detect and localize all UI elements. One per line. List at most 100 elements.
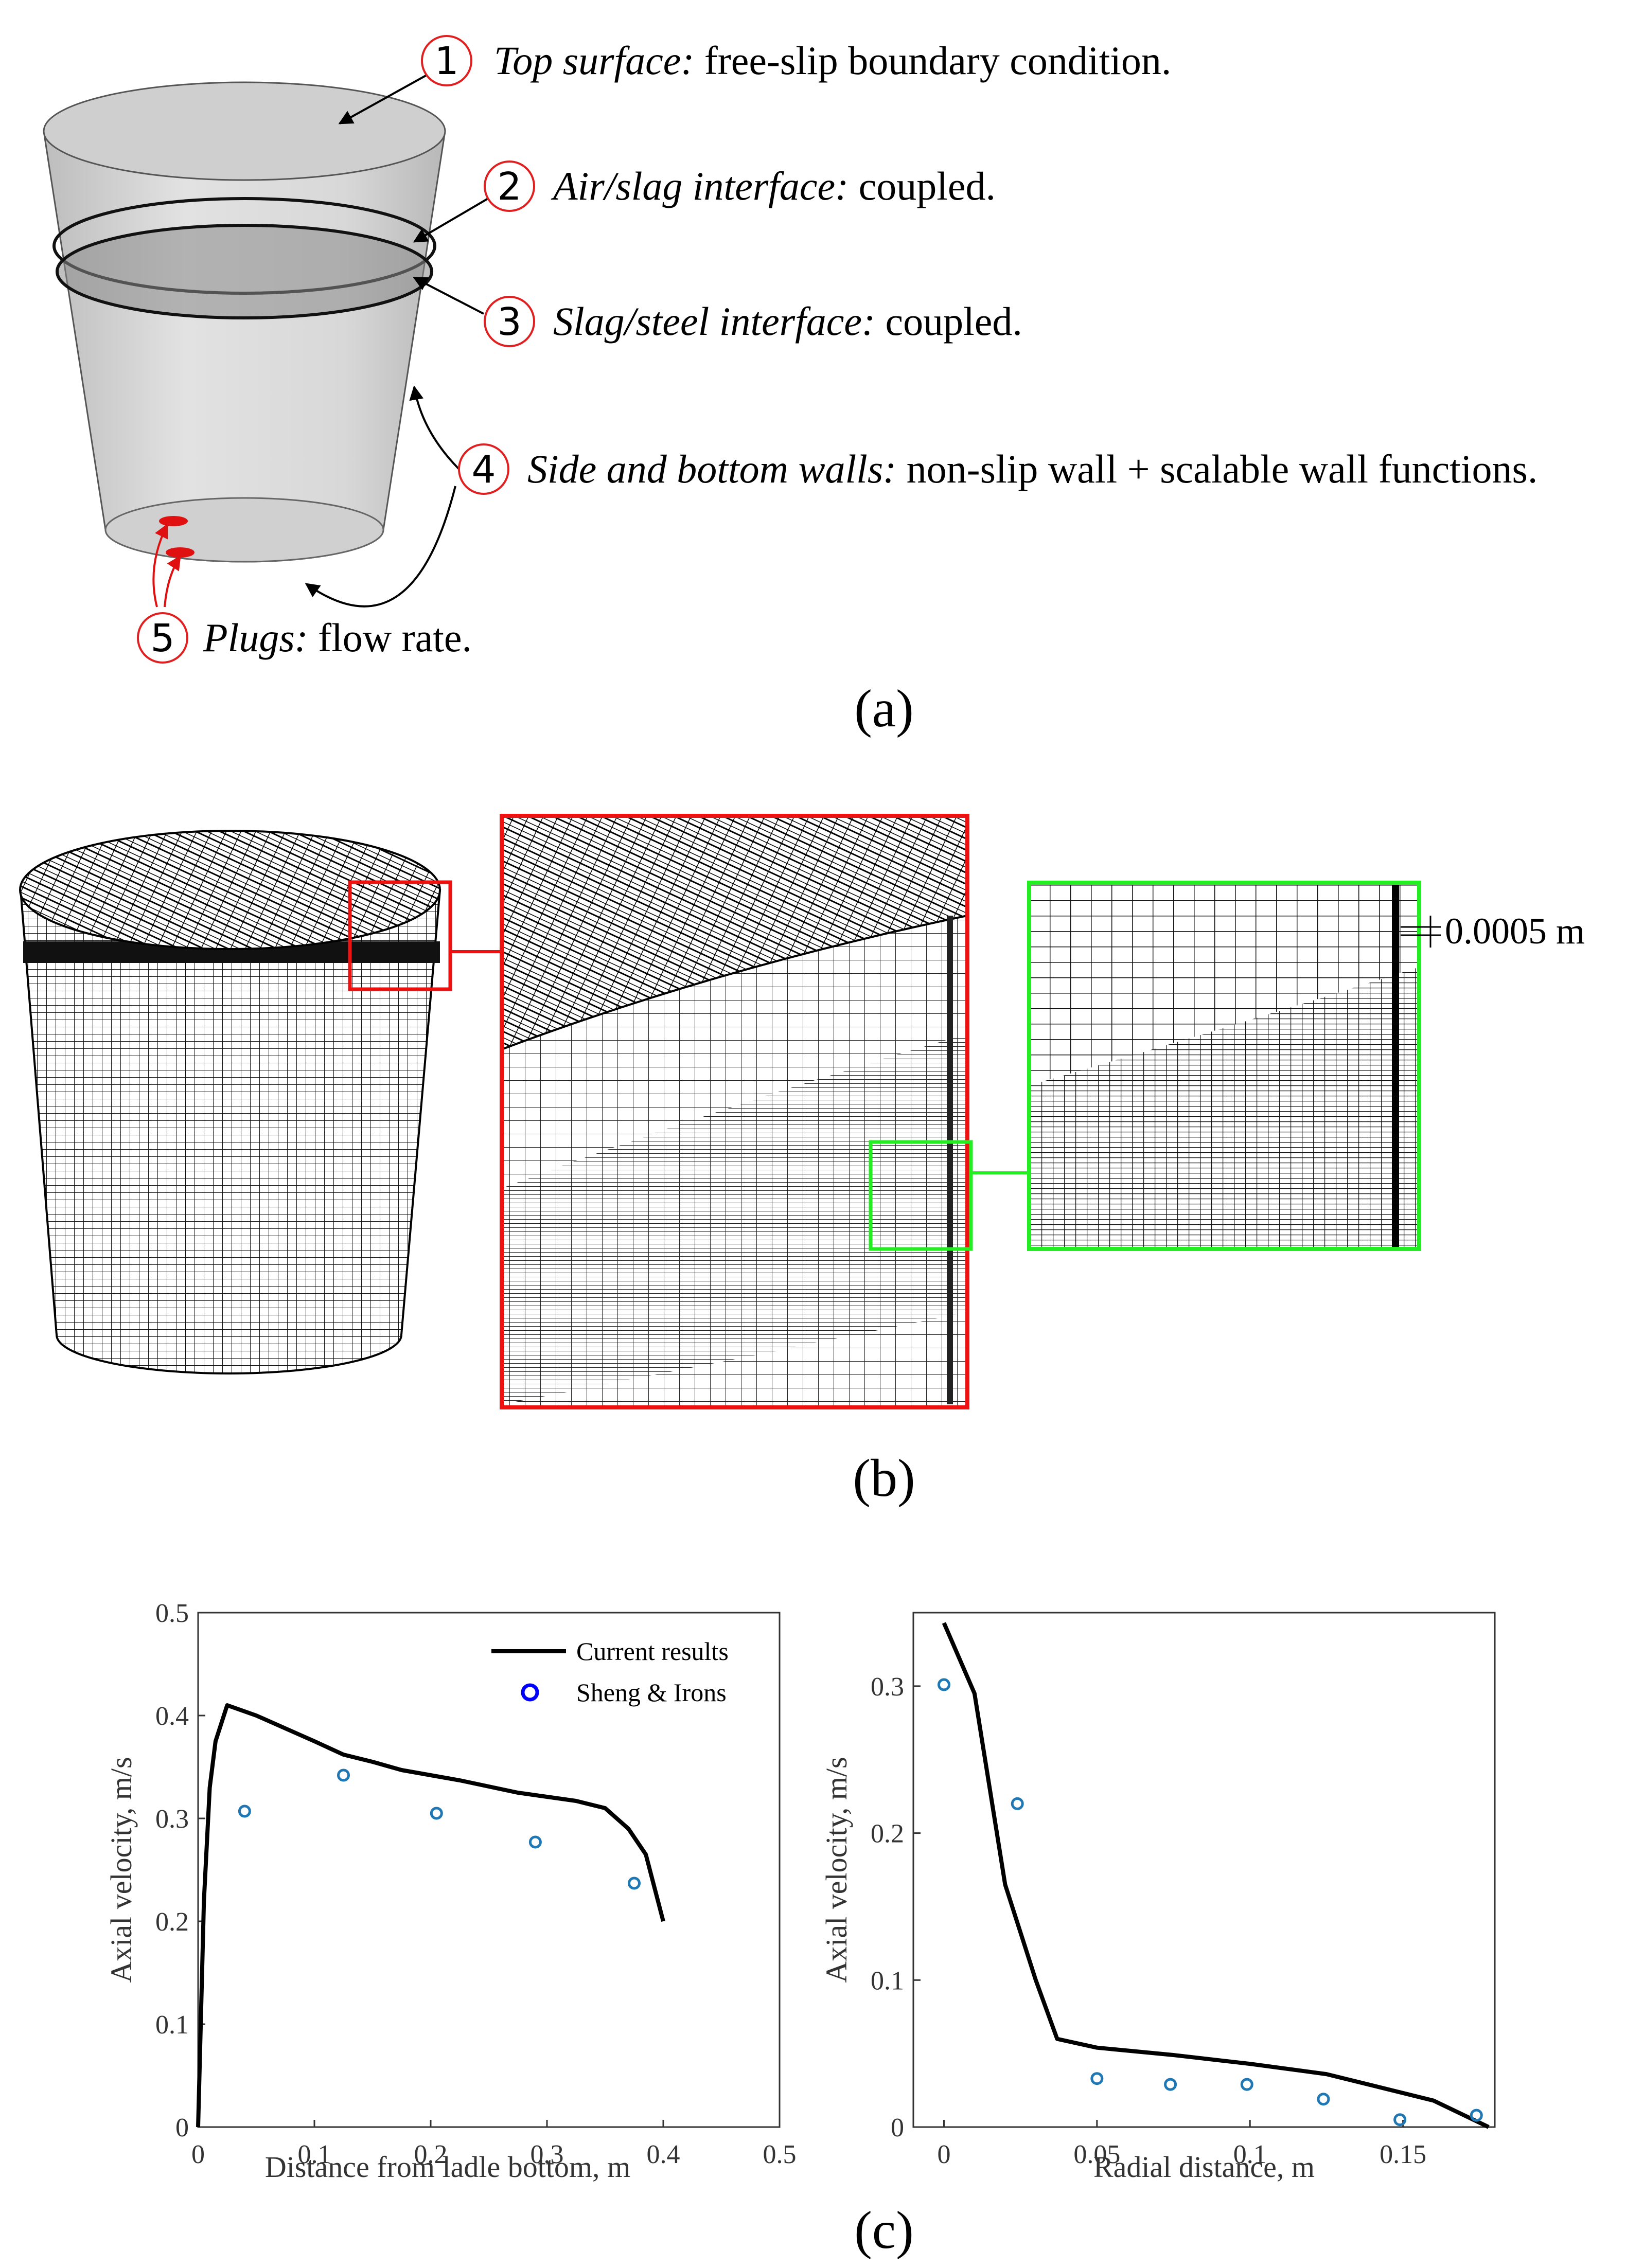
callout-desc-3: coupled. — [875, 299, 1022, 344]
callout-label-5: Plugs: — [203, 615, 308, 660]
callout-desc-2: coupled. — [849, 164, 996, 208]
callout-circle-2 — [484, 160, 535, 212]
svg-text:Top surface: free-slip boundar: Top surface: free-slip boundary conditio… — [494, 38, 1171, 83]
caption-c: (c) — [854, 2201, 913, 2260]
plug-arrows — [152, 523, 181, 608]
y-tick-label: 0.4 — [155, 1702, 189, 1731]
data-point-sheng-irons — [337, 1769, 350, 1782]
callout-top-surface: 1 Top surface: free-slip boundary condit… — [421, 35, 1171, 86]
panel-c-validation-charts: 0 0.1 0.2 0.3 0.4 0.5 0 0.1 0.2 0.3 0.4 0.5 Distan… — [0, 1528, 1626, 2268]
zoom-2-panel — [1029, 883, 1419, 1249]
y-tick-label: 0.1 — [155, 2010, 189, 2040]
callout-circle-1 — [421, 35, 472, 86]
y-tick-label: 0 — [891, 2113, 904, 2142]
svg-text:Slag/steel interface: coupled.: Slag/steel interface: coupled. — [553, 299, 1022, 344]
callout-label-4: Side and bottom walls: — [527, 447, 896, 491]
top-surface — [43, 81, 446, 181]
vessel-bottom — [104, 497, 384, 563]
data-point-sheng-irons — [1317, 2093, 1330, 2106]
callout-desc-1: free-slip boundary condition. — [694, 38, 1171, 83]
y-tick-label: 0.5 — [155, 1599, 189, 1628]
callout-number-1: 1 — [434, 39, 458, 83]
data-point-sheng-irons — [1011, 1797, 1024, 1810]
caption-a: (a) — [854, 679, 913, 738]
chart-1-ylabel: Axial velocity, m/s — [104, 1757, 138, 1983]
x-tick-label: 0.2 — [414, 2140, 448, 2169]
chart-2-y-ticks: 0 0.1 0.2 0.3 — [871, 1672, 921, 2142]
callout-plugs: 5 Plugs: flow rate. — [137, 612, 472, 664]
data-point-sheng-irons — [528, 1835, 542, 1849]
callout-label-3: Slag/steel interface: — [553, 299, 875, 344]
x-tick-label: 0.5 — [763, 2140, 797, 2169]
legend-label-current: Current results — [576, 1637, 729, 1666]
chart-axial-vs-height: 0 0.1 0.2 0.3 0.4 0.5 0 0.1 0.2 0.3 0.4 0.5 Distan… — [104, 1599, 797, 2184]
zoom-box-2-source — [869, 1140, 973, 1251]
data-point-sheng-irons — [238, 1805, 251, 1818]
zoom-1-panel — [502, 816, 967, 1407]
panel-b-mesh: 0.0005 m (b) — [0, 746, 1626, 1528]
series-line-current-results — [942, 1622, 1490, 2129]
callout-label-1: Top surface: — [494, 38, 694, 83]
data-point-sheng-irons — [1090, 2072, 1104, 2085]
mesh-top-surface — [19, 830, 441, 950]
svg-text:Side and bottom walls: non-sli: Side and bottom walls: non-slip wall + s… — [527, 447, 1537, 491]
chart-axial-vs-radius: 0 0.1 0.2 0.3 0 0.05 0.1 0.15 Radial distance,… — [820, 1612, 1496, 2184]
data-point-sheng-irons — [430, 1807, 443, 1820]
data-point-sheng-irons — [1393, 2113, 1407, 2127]
chart-2-xlabel: Radial distance, m — [1093, 2150, 1315, 2184]
x-tick-label: 0.3 — [531, 2140, 564, 2169]
callout-circle-3 — [484, 296, 535, 347]
chart-1-y-ticks: 0 0.1 0.2 0.3 0.4 0.5 — [155, 1599, 205, 2142]
zoom-box-2 — [1027, 881, 1421, 1251]
boundary-conditions-figure: 1 Top surface: free-slip boundary condit… — [43, 35, 1537, 738]
chart-1-series — [196, 1703, 665, 2128]
chart-1-x-ticks: 0 0.1 0.2 0.3 0.4 0.5 — [191, 2120, 797, 2169]
ladle-vessel — [43, 81, 446, 563]
callout-walls: 4 Side and bottom walls: non-slip wall +… — [458, 443, 1537, 495]
chart-2-plot-area — [912, 1612, 1496, 2128]
callout-arrows — [305, 71, 490, 608]
zoom-box-1-source — [348, 880, 452, 991]
chart-1-plot-area — [197, 1612, 781, 2128]
y-tick-label: 0.3 — [871, 1672, 904, 1702]
y-tick-label: 0.1 — [871, 1966, 904, 1995]
x-tick-label: 0.15 — [1380, 2140, 1426, 2169]
callout-number-5: 5 — [150, 616, 174, 660]
panel-a-boundary-conditions: 1 Top surface: free-slip boundary condit… — [0, 0, 1626, 746]
chart-1-xlabel: Distance from ladle bottom, m — [265, 2150, 630, 2184]
validation-charts: 0 0.1 0.2 0.3 0.4 0.5 0 0.1 0.2 0.3 0.4 0.5 Distan… — [104, 1599, 1496, 2260]
y-tick-label: 0 — [175, 2113, 189, 2142]
legend-label-sheng: Sheng & Irons — [576, 1678, 727, 1707]
x-tick-label: 0 — [937, 2140, 950, 2169]
data-point-sheng-irons — [1164, 2078, 1177, 2091]
chart-2-ylabel: Axial velocity, m/s — [820, 1757, 853, 1983]
svg-text:Air/slag interface: coupled.: Air/slag interface: coupled. — [551, 164, 996, 208]
svg-text:Plugs: flow rate.: Plugs: flow rate. — [203, 615, 472, 660]
legend-marker-sheng — [521, 1683, 539, 1702]
zoom-box-1 — [500, 814, 969, 1409]
callout-circle-5 — [137, 612, 188, 664]
mesh-ladle — [19, 830, 441, 1374]
callout-number-4: 4 — [471, 448, 496, 492]
series-line-current-results — [196, 1703, 665, 2128]
callout-air-slag: 2 Air/slag interface: coupled. — [484, 160, 996, 212]
x-tick-label: 0.1 — [1233, 2140, 1267, 2169]
chart-2-x-ticks: 0 0.05 0.1 0.15 — [937, 2120, 1426, 2169]
callout-desc-5: flow rate. — [308, 615, 472, 660]
slag-steel-interface — [56, 224, 433, 319]
x-tick-label: 0.1 — [298, 2140, 331, 2169]
callout-slag-steel: 3 Slag/steel interface: coupled. — [484, 296, 1022, 347]
plug-2 — [166, 547, 195, 558]
data-point-sheng-irons — [1240, 2078, 1253, 2091]
x-tick-label: 0 — [191, 2140, 205, 2169]
dimension-label: 0.0005 m — [1445, 910, 1585, 952]
callout-circle-4 — [458, 443, 509, 495]
x-tick-label: 0.05 — [1073, 2140, 1120, 2169]
y-tick-label: 0.2 — [155, 1907, 189, 1937]
data-point-sheng-irons — [1470, 2109, 1483, 2122]
caption-b: (b) — [853, 1449, 915, 1508]
y-tick-label: 0.3 — [155, 1805, 189, 1834]
callout-desc-4: non-slip wall + scalable wall functions. — [896, 447, 1537, 491]
mesh-figure: 0.0005 m (b) — [19, 814, 1585, 1508]
data-point-sheng-irons — [937, 1678, 950, 1691]
